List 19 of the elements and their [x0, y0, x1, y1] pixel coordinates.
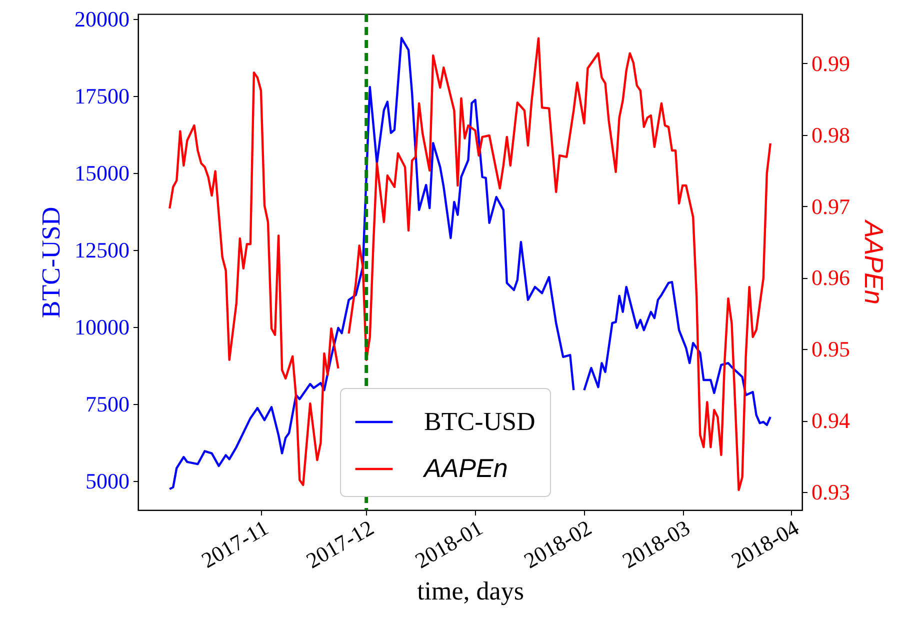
- legend-label: BTC-USD: [424, 407, 536, 436]
- y2-axis-title: AAPEn: [859, 218, 889, 304]
- legend-label: AAPEn: [422, 453, 508, 483]
- y2-tick-label: 0.97: [812, 194, 850, 219]
- y2-tick-label: 0.96: [812, 265, 850, 290]
- y-tick-label: 15000: [74, 160, 130, 186]
- y2-tick-label: 0.94: [812, 408, 850, 434]
- y-tick-label: 5000: [86, 468, 130, 494]
- y-tick-label: 17500: [74, 83, 130, 108]
- y-axis-title: BTC-USD: [36, 206, 66, 318]
- y2-tick-label: 0.95: [812, 336, 850, 362]
- y-tick-label: 20000: [74, 6, 130, 32]
- x-axis-title: time, days: [417, 576, 524, 606]
- y-tick-label: 10000: [74, 314, 130, 340]
- y2-tick-label: 0.99: [812, 50, 850, 76]
- y-tick-label: 12500: [74, 237, 130, 262]
- y-tick-label: 7500: [86, 392, 130, 417]
- y2-tick-label: 0.93: [812, 480, 850, 505]
- y2-tick-label: 0.98: [812, 122, 850, 148]
